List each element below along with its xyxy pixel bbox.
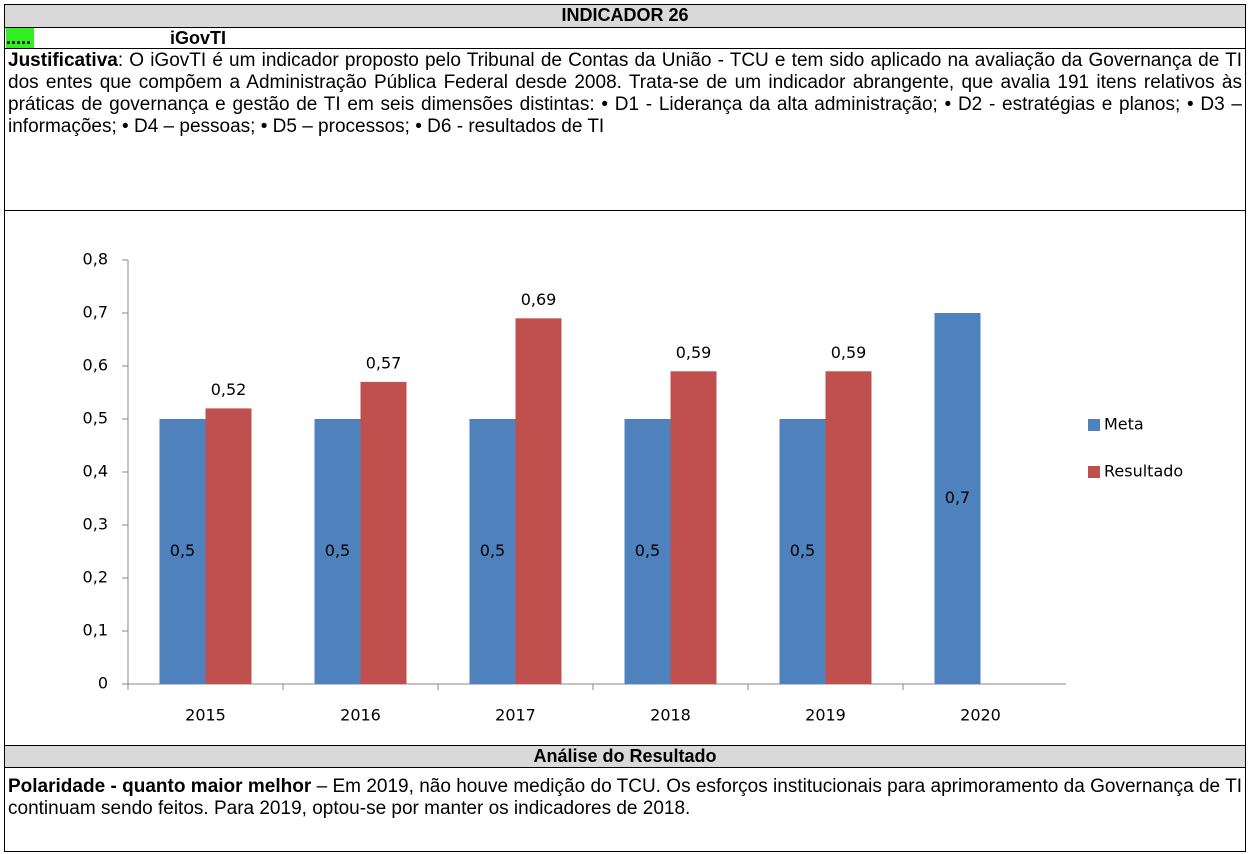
y-tick-label: 0,3: [83, 515, 108, 534]
justification-label: Justificativa: [8, 50, 118, 71]
bar: [360, 381, 407, 684]
bar: [934, 313, 981, 684]
y-tick-label: 0,7: [83, 303, 108, 322]
x-tick-label: 2020: [960, 706, 1001, 725]
x-tick-label: 2017: [495, 706, 536, 725]
value-label: 0,5: [635, 541, 660, 560]
bar: [515, 318, 562, 684]
x-tick-label: 2018: [650, 706, 691, 725]
header-row: INDICADOR 26: [4, 4, 1246, 28]
bar: [159, 419, 206, 684]
value-label: 0,69: [521, 290, 557, 309]
value-label: 0,7: [945, 488, 970, 507]
y-tick-label: 0,6: [83, 356, 108, 375]
y-tick-label: 0,1: [83, 621, 108, 640]
y-tick-label: 0: [98, 674, 108, 693]
legend-swatch: [1088, 419, 1100, 431]
y-tick-label: 0,4: [83, 462, 108, 481]
analysis-text: – Em 2019, não houve medição do TCU. Os …: [8, 776, 1242, 819]
y-tick-label: 0,2: [83, 568, 108, 587]
justification: Justificativa: O iGovTI é um indicador p…: [4, 48, 1246, 211]
value-label: 0,5: [170, 541, 195, 560]
value-label: 0,5: [480, 541, 505, 560]
bar: [779, 419, 826, 684]
bar: [670, 371, 717, 684]
value-label: 0,52: [211, 380, 247, 399]
bar: [469, 419, 516, 684]
value-label: 0,59: [676, 343, 712, 362]
bar: [825, 371, 872, 684]
value-label: 0,5: [325, 541, 350, 560]
indicator-name: iGovTI: [170, 28, 227, 48]
value-label: 0,57: [366, 353, 402, 372]
legend-swatch: [1088, 466, 1100, 478]
marker: .....: [6, 28, 34, 48]
analysis-label: Polaridade - quanto maior melhor: [8, 776, 312, 797]
x-tick-label: 2019: [805, 706, 846, 725]
indicator-title: INDICADOR 26: [561, 5, 689, 25]
legend-label: Meta: [1104, 415, 1144, 434]
bar: [205, 408, 252, 684]
analysis-title: Análise do Resultado: [533, 746, 717, 766]
value-label: 0,5: [790, 541, 815, 560]
bar: [314, 419, 361, 684]
value-label: 0,59: [831, 343, 867, 362]
justification-text: : O iGovTI é um indicador proposto pelo …: [8, 50, 1242, 137]
analysis: Polaridade - quanto maior melhor – Em 20…: [4, 767, 1246, 852]
x-tick-label: 2016: [340, 706, 381, 725]
bar: [624, 419, 671, 684]
x-tick-label: 2015: [185, 706, 226, 725]
legend-label: Resultado: [1104, 462, 1183, 481]
analysis-header: Análise do Resultado: [4, 745, 1246, 768]
y-tick-label: 0,5: [83, 409, 108, 428]
y-tick-label: 0,8: [83, 250, 108, 269]
